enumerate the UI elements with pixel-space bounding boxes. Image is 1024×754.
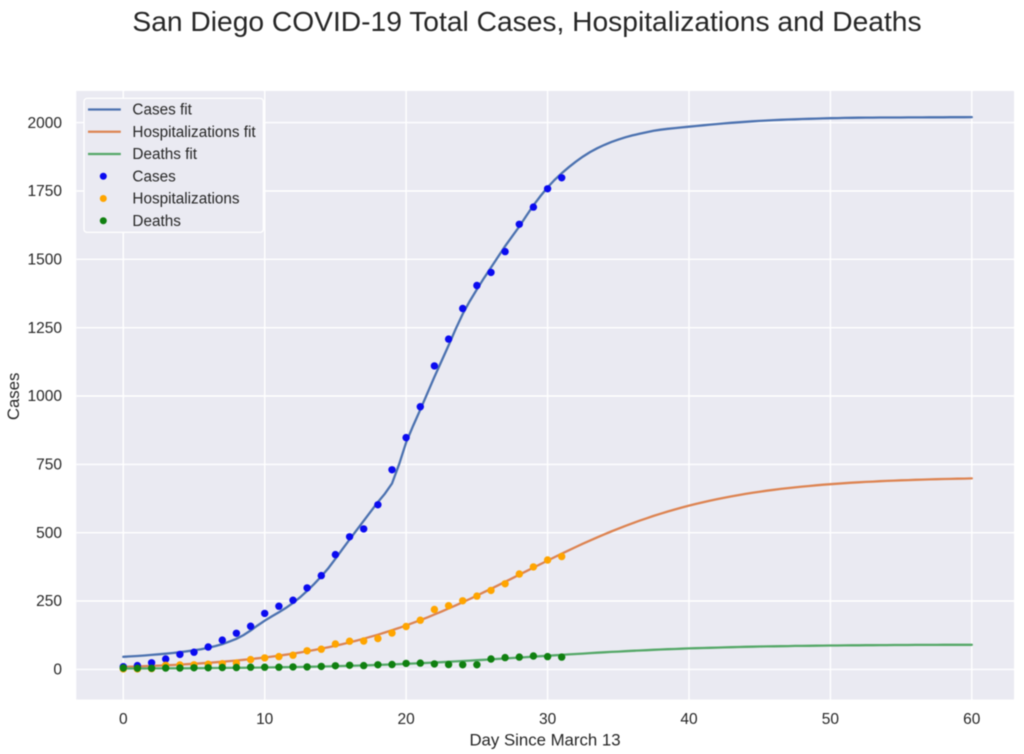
- svg-text:Deaths: Deaths: [132, 213, 181, 230]
- svg-text:Cases: Cases: [4, 373, 23, 421]
- svg-text:30: 30: [539, 711, 557, 728]
- svg-text:20: 20: [397, 711, 415, 728]
- svg-text:60: 60: [963, 711, 981, 728]
- svg-text:Cases fit: Cases fit: [132, 102, 192, 119]
- svg-text:1750: 1750: [28, 183, 63, 200]
- svg-text:0: 0: [53, 662, 62, 679]
- svg-text:2000: 2000: [28, 115, 63, 132]
- svg-text:50: 50: [822, 711, 840, 728]
- svg-text:Deaths fit: Deaths fit: [132, 146, 197, 163]
- svg-text:1000: 1000: [28, 388, 63, 405]
- svg-text:0: 0: [119, 711, 128, 728]
- svg-text:Day Since March 13: Day Since March 13: [469, 731, 620, 750]
- svg-text:500: 500: [36, 525, 62, 542]
- svg-text:Hospitalizations fit: Hospitalizations fit: [132, 124, 256, 141]
- svg-text:250: 250: [36, 593, 62, 610]
- svg-text:10: 10: [256, 711, 274, 728]
- svg-text:Hospitalizations: Hospitalizations: [132, 191, 239, 208]
- svg-text:1500: 1500: [28, 252, 63, 269]
- svg-text:Cases: Cases: [132, 168, 176, 185]
- svg-text:San Diego COVID-19 Total Cases: San Diego COVID-19 Total Cases, Hospital…: [132, 5, 921, 37]
- svg-text:40: 40: [680, 711, 698, 728]
- svg-text:1250: 1250: [28, 320, 63, 337]
- svg-text:750: 750: [36, 457, 62, 474]
